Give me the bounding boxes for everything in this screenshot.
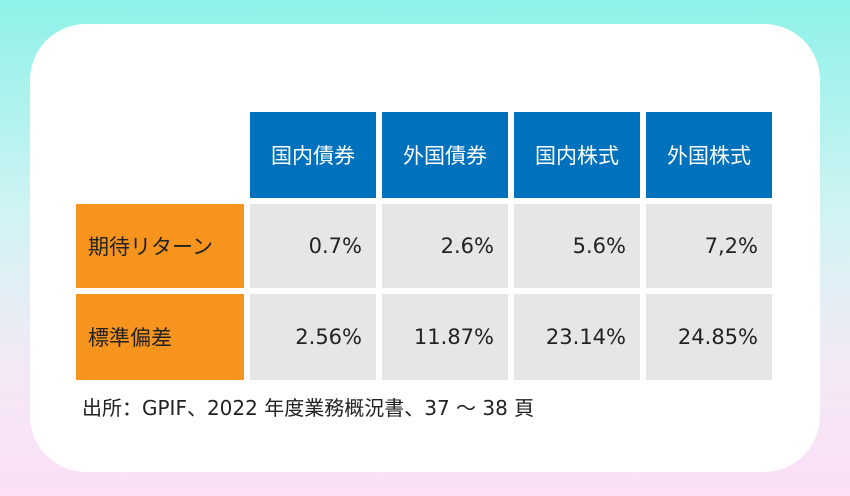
column-header-domestic-bonds: 国内債券 <box>250 112 376 198</box>
column-header-foreign-stocks: 外国株式 <box>646 112 772 198</box>
row-label-standard-deviation: 標準偏差 <box>76 294 244 380</box>
table-cell: 7,2% <box>646 204 772 288</box>
table-cell: 2.6% <box>382 204 508 288</box>
table-cell: 11.87% <box>382 294 508 380</box>
table-cell: 0.7% <box>250 204 376 288</box>
source-note: 出所：GPIF、2022 年度業務概況書、37 ～ 38 頁 <box>82 396 535 420</box>
column-header-domestic-stocks: 国内株式 <box>514 112 640 198</box>
table-cell: 24.85% <box>646 294 772 380</box>
table-cell: 23.14% <box>514 294 640 380</box>
column-header-foreign-bonds: 外国債券 <box>382 112 508 198</box>
row-label-expected-return: 期待リターン <box>76 204 244 288</box>
table-cell: 5.6% <box>514 204 640 288</box>
table-cell: 2.56% <box>250 294 376 380</box>
